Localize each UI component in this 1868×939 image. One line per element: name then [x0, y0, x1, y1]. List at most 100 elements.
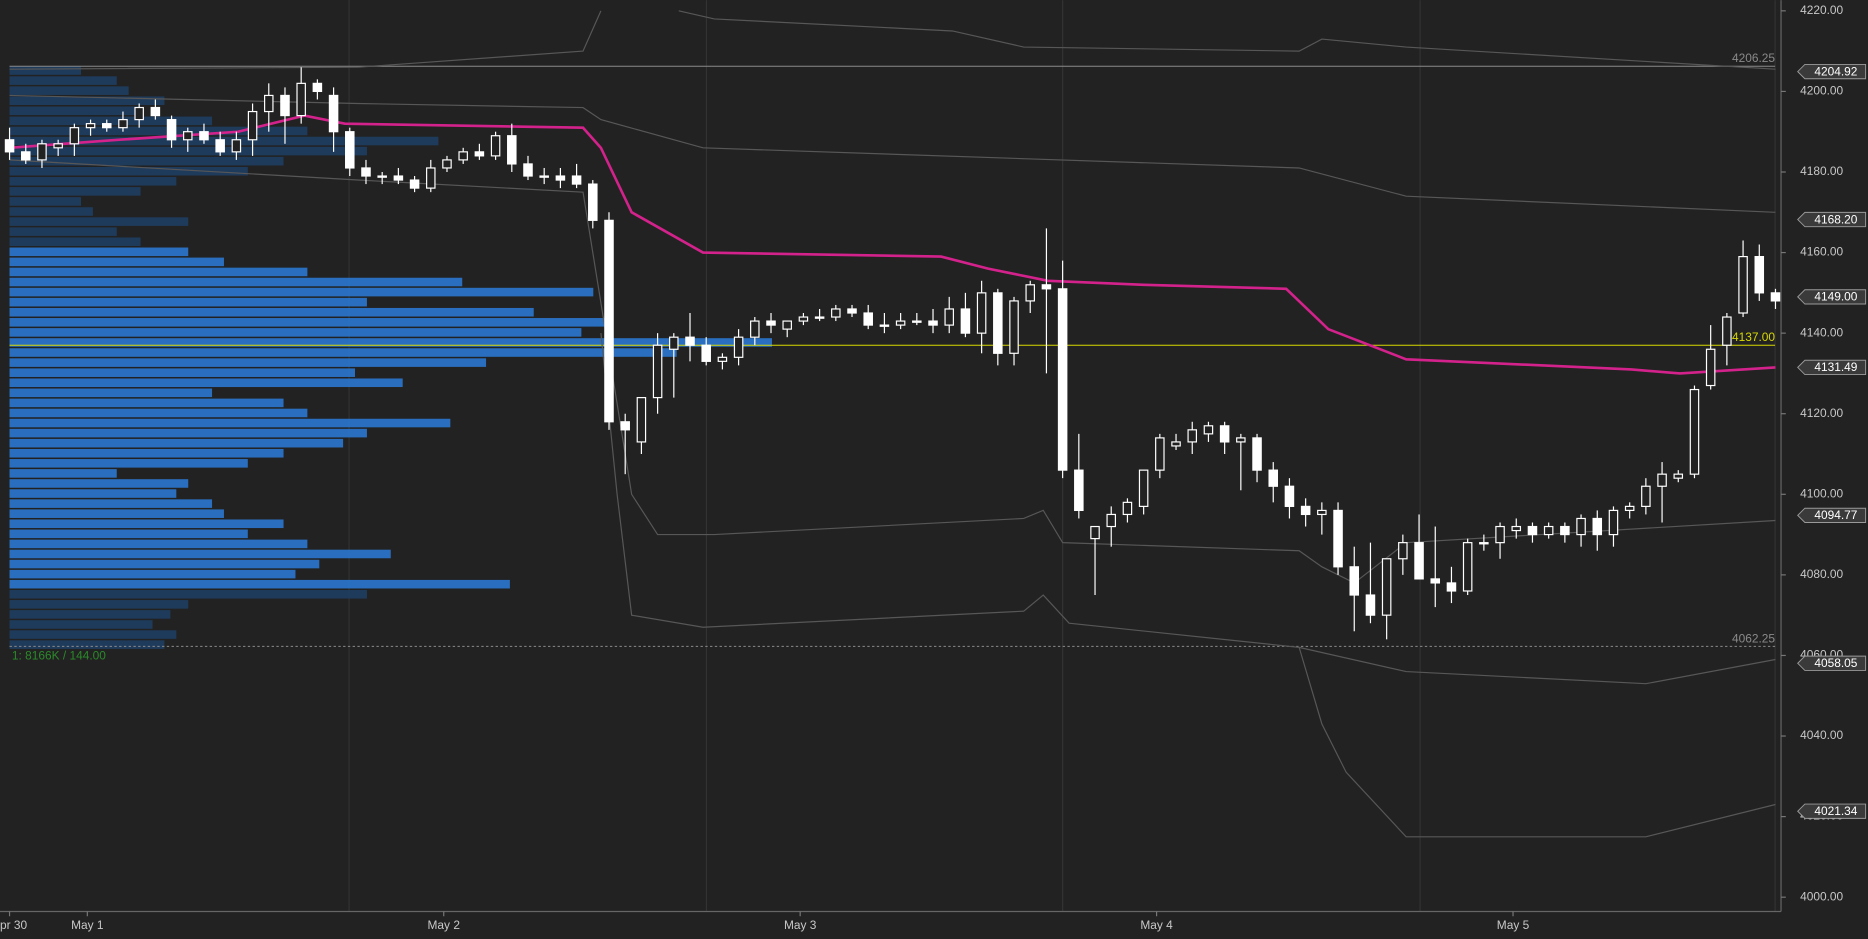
candle-body [345, 131, 355, 169]
profile-bar [9, 76, 117, 85]
profile-bar [9, 610, 171, 619]
candle-body [1608, 509, 1619, 536]
candle-body [166, 119, 177, 141]
level-label: 4062.25 [1732, 631, 1775, 645]
candle-body [1025, 284, 1035, 302]
candle-body [620, 421, 630, 431]
candle-body [1738, 256, 1748, 314]
profile-bar [9, 559, 320, 569]
profile-bar [9, 408, 308, 418]
price-marker-label: 4058.05 [1814, 656, 1857, 670]
profile-bar [9, 589, 367, 599]
profile-bar [9, 569, 296, 579]
band-line [600, 333, 1776, 685]
price-marker [1797, 803, 1867, 819]
profile-bar [9, 267, 308, 277]
profile-bar [9, 247, 189, 257]
price-marker-label: 4204.92 [1814, 64, 1857, 78]
candle-body [701, 344, 711, 362]
candle-body [458, 151, 468, 161]
price-marker-label: 4149.00 [1814, 290, 1857, 304]
candle-body [183, 131, 193, 141]
candle-body [264, 94, 274, 113]
profile-bar [9, 348, 677, 357]
candle-body [766, 320, 776, 326]
candle-body [101, 123, 112, 129]
profile-bar [9, 287, 594, 297]
candle-body [571, 175, 582, 185]
profile-bar [9, 328, 582, 337]
candle-body [199, 131, 209, 141]
candle-body [717, 356, 728, 362]
candle-body [377, 175, 387, 178]
price-marker [1797, 359, 1867, 376]
profile-bar [9, 237, 141, 247]
profile-bar [9, 368, 356, 377]
candle-body [85, 123, 96, 129]
candle-body [555, 175, 566, 181]
candle-body [1770, 292, 1781, 302]
band-line [1298, 647, 1776, 838]
profile-bar [9, 438, 344, 448]
candle-body [1171, 441, 1181, 447]
profile-bar [9, 338, 772, 347]
candle-body [1657, 473, 1667, 487]
candle-body [1722, 316, 1732, 346]
candle-body [1641, 485, 1651, 507]
profile-bar [9, 630, 177, 639]
x-tick-label: May 4 [1140, 918, 1173, 932]
price-marker-label: 4094.77 [1814, 508, 1857, 522]
profile-bar [9, 469, 117, 478]
candle-body [685, 336, 695, 346]
y-tick-label: 4220.00 [1800, 3, 1843, 17]
candle-body [1527, 525, 1538, 536]
band-line [9, 94, 1776, 213]
candle-body [280, 94, 290, 117]
candle-body [1268, 469, 1279, 487]
candle-body [1219, 425, 1230, 443]
candle-body [37, 143, 47, 161]
candle-body [118, 119, 128, 129]
candle-body [847, 308, 857, 314]
candle-body [976, 292, 987, 334]
candle-body [669, 336, 679, 350]
profile-bar [9, 600, 189, 609]
candle-body [1300, 505, 1311, 516]
candle-body [1576, 517, 1586, 536]
candle-body [1705, 348, 1716, 387]
candle-body [814, 316, 825, 319]
x-tick-label: May 3 [784, 918, 817, 932]
candle-body [1560, 525, 1570, 536]
candle-body [1543, 525, 1554, 536]
y-tick-label: 4180.00 [1800, 164, 1843, 178]
candle-body [490, 135, 501, 157]
candle-body [361, 167, 371, 177]
candle-body [328, 94, 339, 133]
candle-body [1430, 578, 1441, 584]
profile-bar [9, 640, 165, 649]
profile-bar [9, 459, 248, 468]
candle-body [426, 167, 436, 189]
profile-bar [9, 227, 117, 236]
candle-body [1381, 558, 1392, 616]
candle-body [393, 175, 404, 181]
x-tick-label: Apr 30 [0, 918, 27, 932]
profile-bar [9, 66, 82, 75]
candle-body [1398, 542, 1408, 560]
candle-body [831, 308, 841, 318]
profile-bar [9, 620, 153, 629]
candle-body [1365, 594, 1376, 616]
y-tick-label: 4160.00 [1800, 245, 1843, 259]
profile-bar [9, 187, 141, 196]
candle-body [1462, 542, 1473, 592]
candle-body [215, 139, 225, 153]
profile-bar [9, 378, 403, 388]
profile-bar [9, 277, 463, 287]
profile-bar [9, 318, 606, 327]
y-tick-label: 4040.00 [1800, 728, 1843, 742]
profile-bar [9, 257, 224, 267]
candle-body [1203, 425, 1214, 435]
candle-body [960, 308, 971, 334]
profile-bar [9, 166, 248, 176]
candle-body [1349, 566, 1360, 596]
